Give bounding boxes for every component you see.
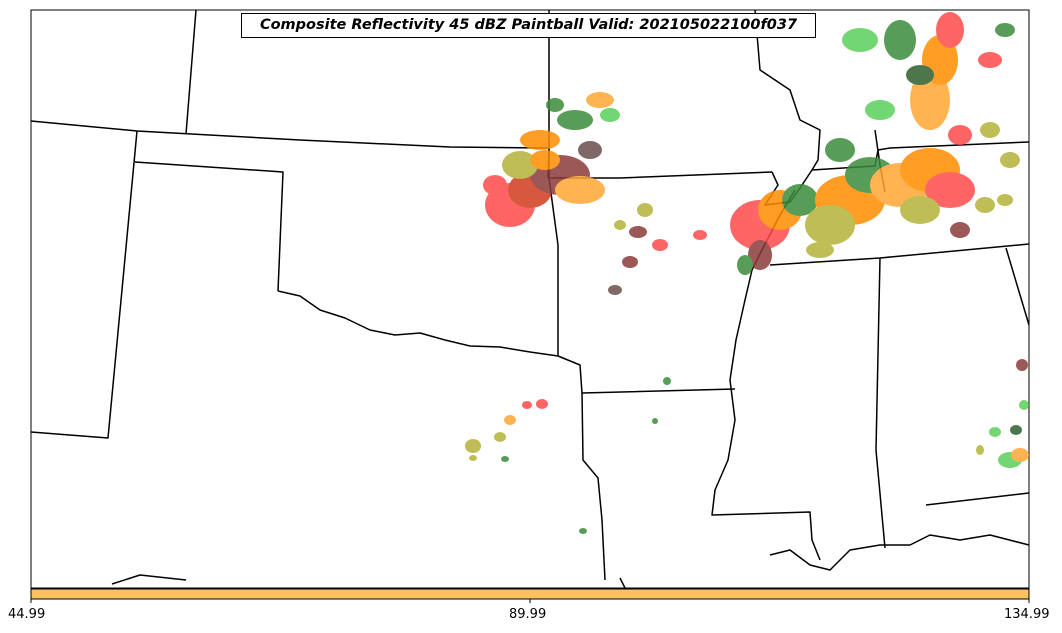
map-title: Composite Reflectivity 45 dBZ Paintball …: [241, 13, 816, 38]
colorbar-tick-label: 89.99: [509, 607, 547, 622]
colorbar-tick-label: 134.99: [1004, 607, 1050, 622]
map-frame: [30, 9, 1030, 589]
colorbar-tick-label: 44.99: [8, 607, 46, 622]
reflectivity-cells: [465, 12, 1029, 534]
colorbar: [30, 588, 1030, 600]
